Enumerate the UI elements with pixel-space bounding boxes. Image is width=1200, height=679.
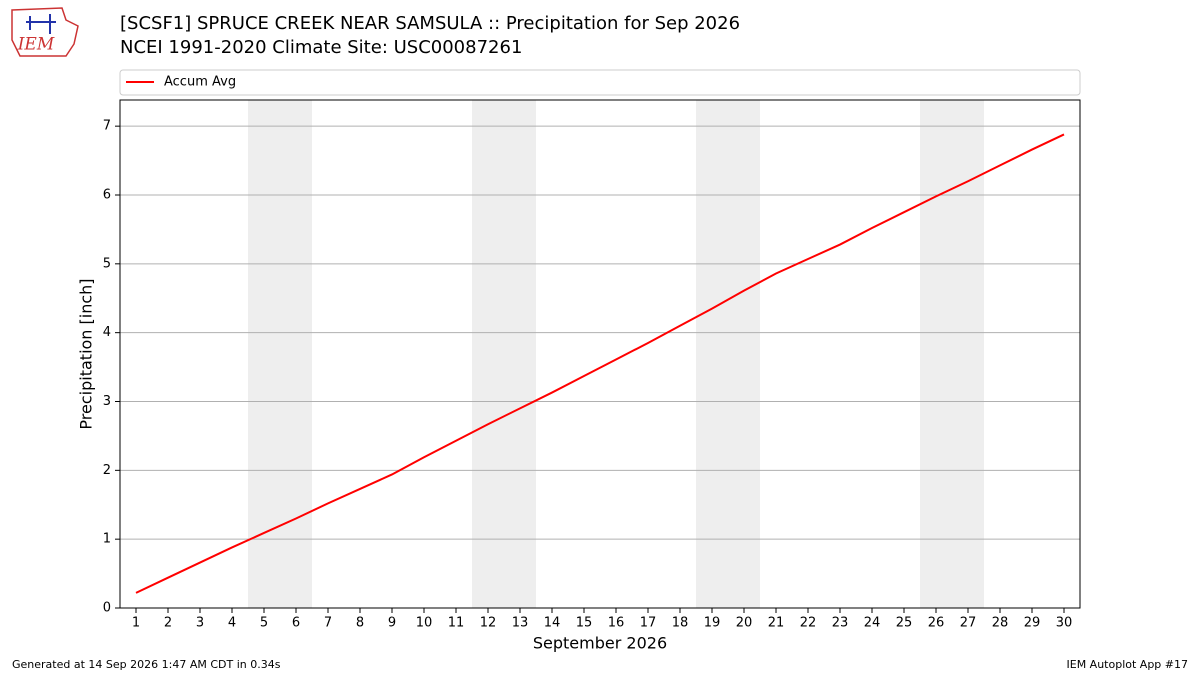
- weekend-shade: [248, 100, 312, 608]
- x-tick-label: 8: [356, 616, 364, 631]
- weekend-shade: [696, 100, 760, 608]
- series-line: [135, 133, 1065, 594]
- y-tick-label: 6: [103, 187, 111, 202]
- legend-label: Accum Avg: [164, 75, 236, 90]
- x-tick-label: 2: [164, 616, 172, 631]
- y-tick-label: 7: [103, 119, 111, 134]
- x-tick-label: 19: [704, 616, 721, 631]
- legend-box: [119, 69, 1081, 96]
- weekend-shade: [472, 100, 536, 608]
- y-tick-label: 5: [103, 256, 111, 271]
- x-tick-label: 18: [672, 616, 689, 631]
- x-tick-label: 16: [608, 616, 625, 631]
- x-tick-label: 22: [800, 616, 817, 631]
- x-tick-label: 10: [416, 616, 433, 631]
- x-tick-label: 28: [992, 616, 1009, 631]
- y-tick-label: 3: [103, 394, 111, 409]
- x-tick-label: 5: [260, 616, 268, 631]
- x-tick-label: 9: [388, 616, 396, 631]
- plot-frame: [119, 99, 1081, 609]
- x-tick-label: 3: [196, 616, 204, 631]
- logo-icon: [26, 14, 56, 34]
- footer-left: Generated at 14 Sep 2026 1:47 AM CDT in …: [12, 658, 281, 671]
- weekend-shade: [920, 100, 984, 608]
- logo-outline: [11, 7, 79, 57]
- x-tick-label: 14: [544, 616, 561, 631]
- x-tick-label: 24: [864, 616, 881, 631]
- x-tick-label: 26: [928, 616, 945, 631]
- x-tick-label: 13: [512, 616, 529, 631]
- x-tick-label: 1: [132, 616, 140, 631]
- y-tick-label: 2: [103, 463, 111, 478]
- x-tick-label: 6: [292, 616, 300, 631]
- logo-text: IEM: [17, 35, 55, 55]
- y-axis-label: Precipitation [inch]: [77, 278, 96, 429]
- y-tick-label: 0: [103, 601, 111, 616]
- chart-subtitle: NCEI 1991-2020 Climate Site: USC00087261: [120, 37, 522, 58]
- x-tick-label: 25: [896, 616, 913, 631]
- x-tick-label: 23: [832, 616, 849, 631]
- x-axis-label: September 2026: [533, 634, 667, 653]
- x-tick-label: 11: [448, 616, 465, 631]
- x-tick-label: 20: [736, 616, 753, 631]
- x-tick-label: 17: [640, 616, 657, 631]
- x-tick-label: 12: [480, 616, 497, 631]
- x-tick-label: 29: [1024, 616, 1041, 631]
- y-tick-label: 4: [103, 325, 111, 340]
- chart-title: [SCSF1] SPRUCE CREEK NEAR SAMSULA :: Pre…: [120, 13, 740, 34]
- footer-right: IEM Autoplot App #17: [1067, 658, 1189, 671]
- x-tick-label: 15: [576, 616, 593, 631]
- x-tick-label: 4: [228, 616, 236, 631]
- logo: IEM: [11, 7, 79, 57]
- y-tick-label: 1: [103, 532, 111, 547]
- x-tick-label: 30: [1056, 616, 1073, 631]
- x-tick-label: 27: [960, 616, 977, 631]
- x-tick-label: 7: [324, 616, 332, 631]
- x-tick-label: 21: [768, 616, 785, 631]
